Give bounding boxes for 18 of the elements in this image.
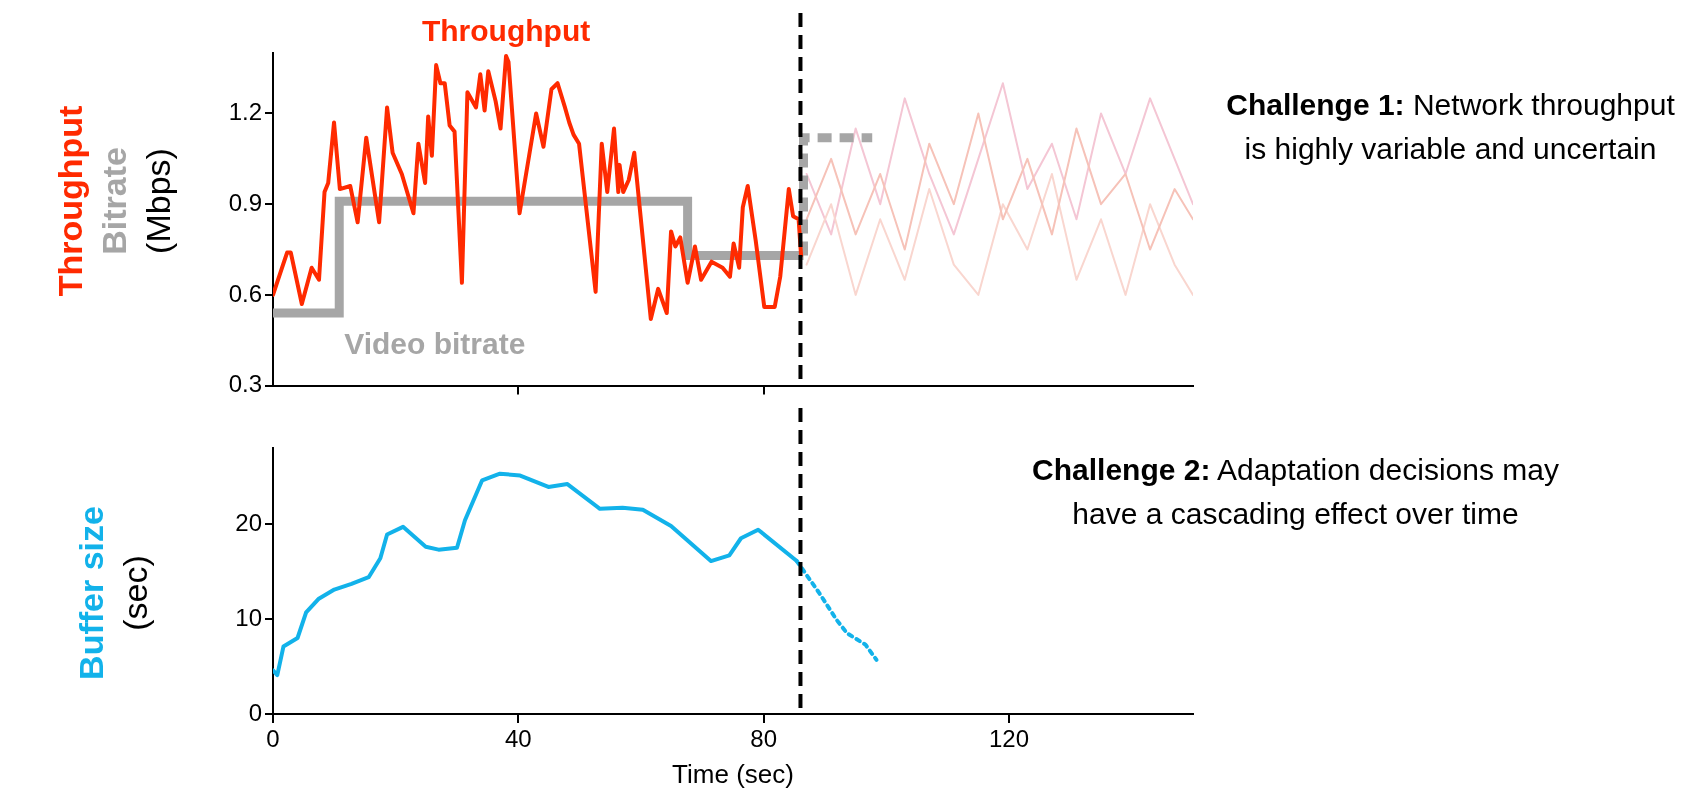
y-axis-title: Throughput Bitrate (Mbps) [49,105,178,296]
x-tick-label: 80 [750,725,778,753]
y-tick-label: 0.6 [228,279,262,307]
series-label: Throughput [421,14,591,48]
x-tick-label: 120 [988,725,1030,753]
y-tick-label: 0.9 [228,188,262,216]
y-tick-label: 1.2 [228,98,262,126]
x-tick-label: 40 [504,725,532,753]
text: Challenge 1: Network throughput is highly variable and uncertain [1226,88,1675,165]
x-tick-label: 0 [266,725,280,753]
series-label: Video bitrate [344,327,526,361]
y-tick-label: 0 [248,698,262,726]
y-axis-title: Buffer size (sec) [71,506,155,680]
annotation: Challenge 2: Adaptation decisions may have a cascading effect over time [1032,453,1559,530]
x-axis-title: Time (sec) [672,758,794,789]
y-tick-label: 10 [235,603,262,631]
y-tick-label: 20 [235,508,262,536]
y-tick-label: 0.3 [228,370,262,398]
